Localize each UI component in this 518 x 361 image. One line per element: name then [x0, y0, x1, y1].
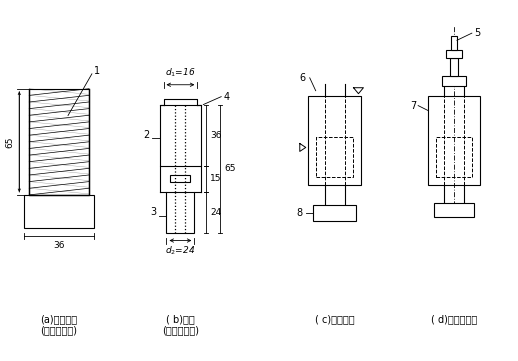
Bar — [436, 137, 472, 177]
Text: 5: 5 — [474, 28, 480, 38]
Text: (a)试件底座: (a)试件底座 — [40, 314, 78, 324]
Bar — [315, 137, 353, 177]
Text: 24: 24 — [210, 208, 222, 217]
Bar — [160, 105, 202, 166]
Text: ( c)试件安装: ( c)试件安装 — [315, 314, 354, 324]
Text: 65: 65 — [5, 136, 15, 148]
Text: 65: 65 — [224, 164, 236, 173]
Text: 8: 8 — [297, 208, 303, 218]
Bar — [428, 96, 480, 185]
Bar — [170, 175, 191, 182]
Bar — [313, 205, 356, 221]
Text: (可重复使用): (可重复使用) — [40, 325, 78, 335]
Bar — [450, 58, 458, 76]
Bar — [24, 195, 94, 228]
Text: $d_1$=16: $d_1$=16 — [165, 66, 196, 79]
Text: 4: 4 — [223, 92, 229, 102]
Text: $d_2$=24: $d_2$=24 — [165, 244, 196, 257]
Text: (一次性使用): (一次性使用) — [162, 325, 199, 335]
Bar — [434, 203, 474, 217]
Bar — [451, 36, 457, 50]
Bar — [442, 76, 466, 86]
Text: 36: 36 — [210, 131, 222, 140]
Text: ( d)植筋并养护: ( d)植筋并养护 — [431, 314, 477, 324]
Text: 15: 15 — [210, 174, 222, 183]
Bar — [166, 192, 194, 232]
Bar — [308, 96, 362, 185]
Text: 6: 6 — [299, 73, 306, 83]
Text: 7: 7 — [410, 101, 416, 110]
Text: 36: 36 — [53, 240, 65, 249]
Bar — [29, 89, 89, 195]
Text: 3: 3 — [150, 207, 156, 217]
Bar — [446, 50, 462, 58]
Text: 2: 2 — [143, 130, 150, 140]
Text: ( b)试件: ( b)试件 — [166, 314, 195, 324]
Text: 1: 1 — [94, 66, 100, 76]
